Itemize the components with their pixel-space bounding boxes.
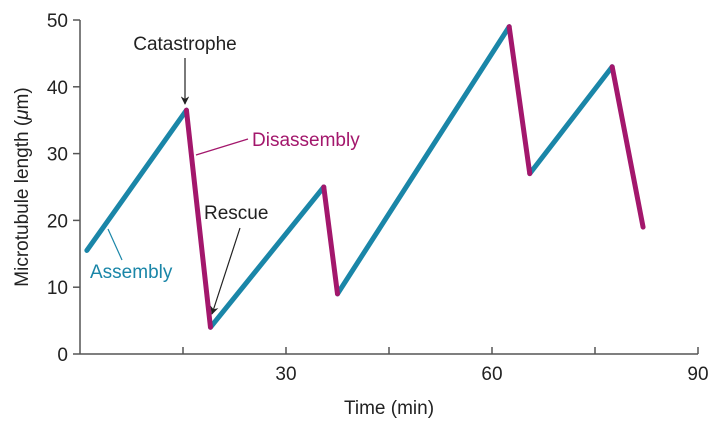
y-axis-title: Microtubule length (μm) bbox=[12, 87, 33, 286]
y-ticks: 0 10 20 30 40 50 bbox=[47, 11, 80, 366]
x-tick-label: 90 bbox=[687, 364, 708, 385]
assembly-segment-4 bbox=[527, 64, 615, 177]
y-tick-label: 40 bbox=[47, 78, 68, 99]
series-layer bbox=[84, 24, 646, 330]
annotation-rescue-label: Rescue bbox=[204, 203, 268, 224]
annotation-catastrophe-label: Catastrophe bbox=[133, 34, 237, 55]
y-tick-label: 50 bbox=[47, 11, 68, 32]
assembly-segment-2 bbox=[207, 184, 327, 330]
y-tick-label: 0 bbox=[57, 345, 68, 366]
y-tick-label: 10 bbox=[47, 278, 68, 299]
annotation-layer: Catastrophe Disassembly Rescue Assembly bbox=[90, 34, 360, 315]
assembly-segment-1 bbox=[84, 107, 189, 253]
y-tick-label: 20 bbox=[47, 211, 68, 232]
assembly-segment-3 bbox=[335, 24, 512, 297]
x-tick-label: 30 bbox=[275, 364, 296, 385]
disassembly-segment-3 bbox=[506, 24, 533, 177]
disassembly-segment-2 bbox=[321, 184, 340, 297]
disassembly-segment-4 bbox=[609, 64, 646, 230]
x-axis-title: Time (min) bbox=[344, 398, 434, 419]
y-tick-label: 30 bbox=[47, 145, 68, 166]
annotation-disassembly-label: Disassembly bbox=[252, 130, 360, 151]
annotation-assembly-label: Assembly bbox=[90, 262, 173, 283]
x-ticks: 30 60 90 bbox=[182, 347, 709, 385]
annotation-disassembly-leader bbox=[195, 138, 249, 156]
disassembly-segment-1 bbox=[183, 107, 213, 330]
annotation-assembly-leader bbox=[107, 228, 123, 261]
axes bbox=[79, 20, 698, 355]
x-tick-label: 60 bbox=[481, 364, 502, 385]
annotation-rescue-arrow bbox=[210, 227, 241, 315]
